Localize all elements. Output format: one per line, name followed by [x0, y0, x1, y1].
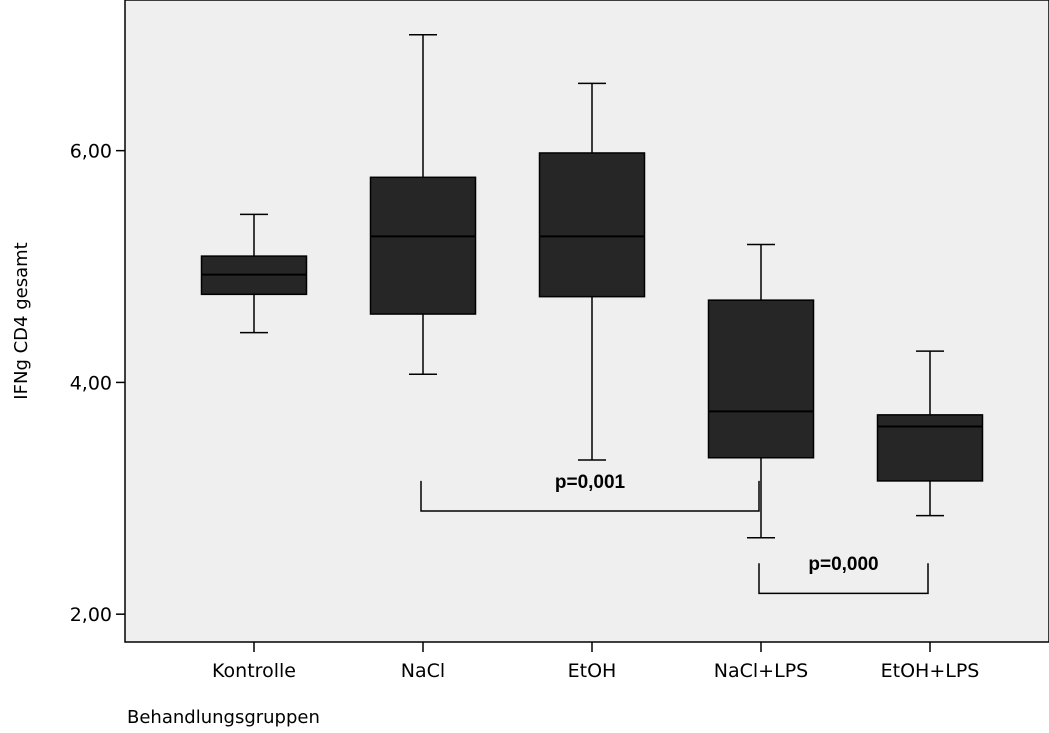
- x-tick-label: EtOH: [568, 660, 617, 682]
- y-tick-label: 4,00: [70, 372, 112, 394]
- significance-bracket: p=0,001: [420, 472, 760, 512]
- plot-area: [124, 0, 1049, 643]
- x-tick-label: NaCl: [401, 660, 445, 682]
- box-etoh-lps: [876, 350, 984, 517]
- x-tick-label: NaCl+LPS: [714, 660, 808, 682]
- iqr-box: [538, 152, 646, 298]
- boxes: [200, 34, 984, 539]
- box-nacl-lps: [707, 243, 815, 539]
- box-nacl: [369, 34, 477, 376]
- annotations: p=0,001 p=0,000: [420, 472, 929, 595]
- box-kontrolle: [200, 213, 308, 334]
- significance-bracket: p=0,000: [758, 554, 929, 595]
- y-axis-title: IFNg CD4 gesamt: [11, 242, 32, 399]
- x-tick-label: EtOH+LPS: [881, 660, 980, 682]
- y-tick-label: 2,00: [70, 604, 112, 626]
- iqr-box: [707, 299, 815, 459]
- box-etoh: [538, 82, 646, 461]
- x-axis: Kontrolle NaCl EtOH NaCl+LPS EtOH+LPS: [212, 642, 979, 682]
- y-axis: 2,00 4,00 6,00: [70, 141, 125, 626]
- bracket-line: [758, 563, 929, 595]
- x-tick-label: Kontrolle: [212, 660, 296, 682]
- iqr-box: [369, 176, 477, 315]
- p-value-label: p=0,001: [555, 472, 626, 493]
- iqr-box: [876, 414, 984, 482]
- y-tick-label: 6,00: [70, 141, 112, 163]
- x-axis-title: Behandlungsgruppen: [127, 707, 320, 728]
- p-value-label: p=0,000: [808, 554, 878, 575]
- bracket-line: [420, 480, 760, 512]
